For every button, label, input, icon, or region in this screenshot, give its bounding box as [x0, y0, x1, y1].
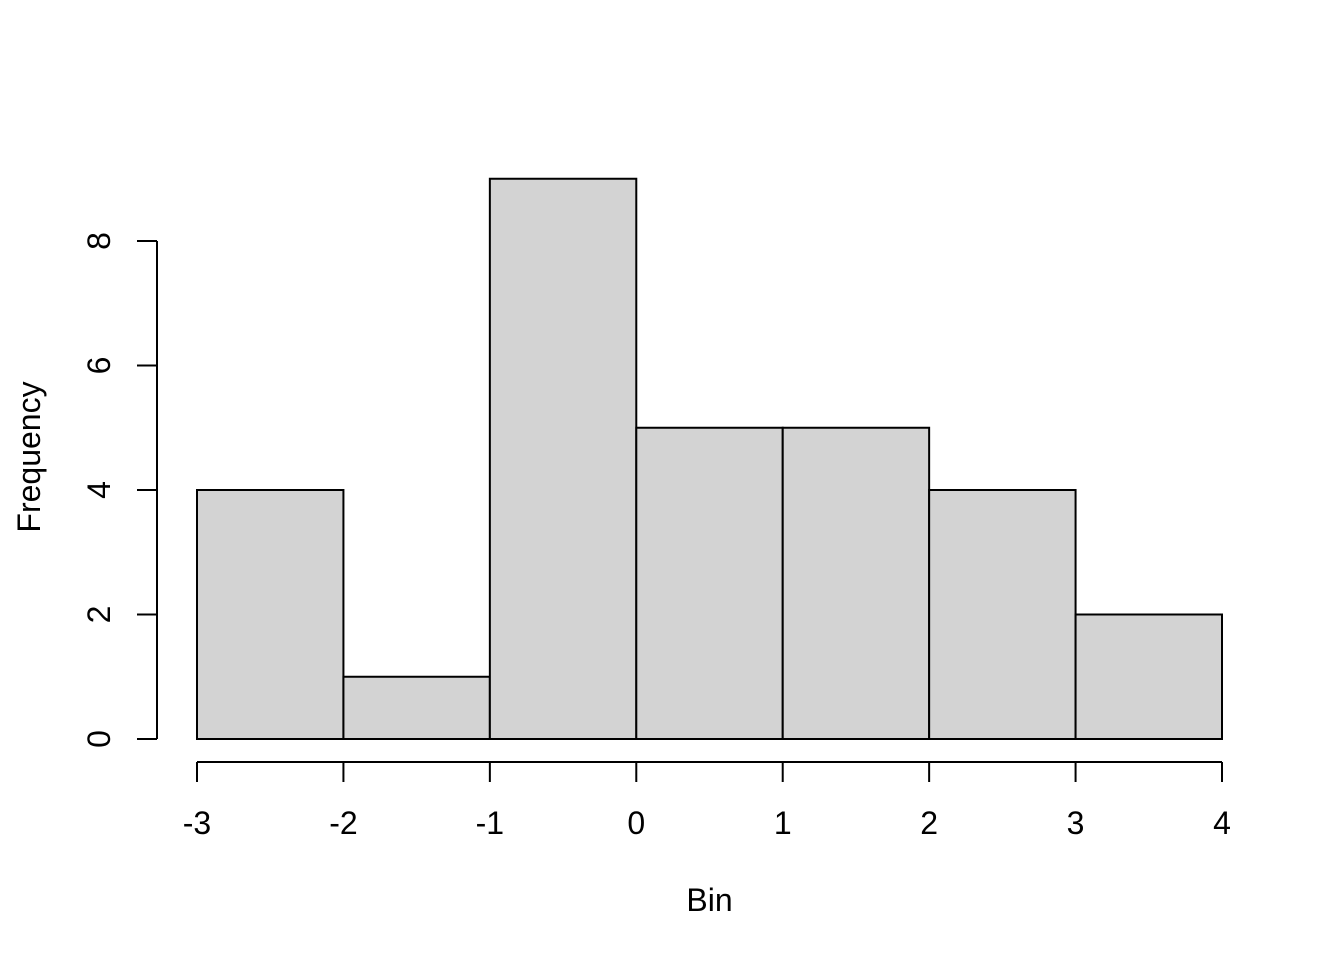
x-tick-label: -1 — [476, 805, 504, 841]
x-tick-label: 4 — [1213, 805, 1231, 841]
histogram-bar — [488, 177, 638, 740]
x-tick-label: 3 — [1067, 805, 1085, 841]
y-tick-label: 2 — [81, 606, 117, 624]
y-tick-label: 4 — [81, 481, 117, 499]
y-tick-label: 8 — [81, 232, 117, 250]
histogram-bar — [196, 489, 345, 740]
histogram-bar — [928, 489, 1077, 740]
x-tick-label: 2 — [920, 805, 938, 841]
y-tick-label: 0 — [81, 730, 117, 748]
x-tick-label: 1 — [774, 805, 792, 841]
histogram-bar — [342, 675, 491, 740]
x-tick-label: -3 — [183, 805, 211, 841]
y-tick-label: 6 — [81, 357, 117, 375]
bars-layer — [196, 177, 1223, 740]
histogram-bar — [1074, 613, 1223, 740]
x-axis-title: Bin — [686, 882, 732, 918]
y-axis-title: Frequency — [11, 381, 47, 532]
histogram-bar — [781, 426, 931, 740]
axes-layer: -3 -2 -1 0 1 2 3 4 0 2 4 6 8 — [81, 232, 1231, 841]
x-tick-label: -2 — [329, 805, 357, 841]
x-tick-label: 0 — [627, 805, 645, 841]
histogram-bar — [635, 426, 784, 740]
